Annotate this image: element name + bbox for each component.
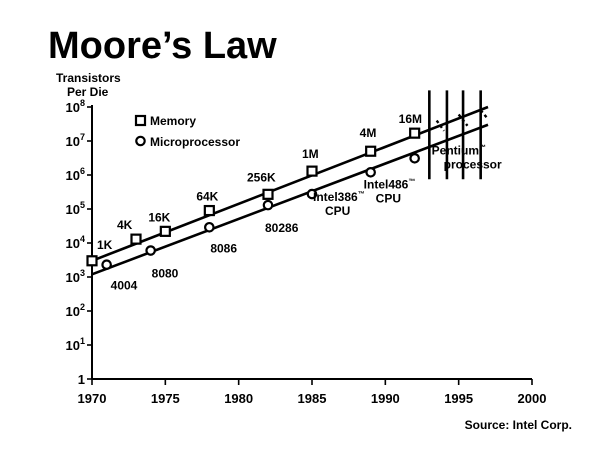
microprocessor-point-label: 4004: [111, 279, 138, 293]
y-tick-exponent: 8: [80, 98, 85, 108]
y-tick-exponent: 4: [80, 234, 85, 244]
memory-point-label: 4M: [360, 126, 377, 140]
y-tick-label: 106: [66, 166, 85, 183]
y-tick-base: 10: [66, 236, 80, 251]
memory-point: [306, 165, 318, 177]
y-tick-label: 107: [66, 132, 85, 149]
microprocessor-point: [101, 259, 112, 271]
y-tick-label: 108: [66, 98, 85, 115]
legend-square-marker-icon: [134, 114, 147, 127]
x-tick-label: 1990: [371, 391, 400, 406]
memory-point: [86, 255, 98, 267]
legend-entry-memory: Memory: [150, 114, 196, 128]
label-name: Intel386: [313, 190, 358, 204]
data-labels: 1K 4K 16K 64K 256K 1M 4M 16M 4004 8080 8086 80286 In…: [97, 112, 502, 293]
projection-dash: [457, 113, 469, 127]
microprocessor-point: [365, 167, 376, 178]
legend-circle-marker-icon: [135, 135, 146, 147]
y-tick-label: 102: [66, 302, 85, 319]
y-axis-label-line1: Transistors: [56, 71, 121, 85]
y-tick-exponent: 3: [80, 268, 85, 278]
microprocessor-point-label: 8086: [210, 241, 237, 255]
x-tick-label: 2000: [518, 391, 547, 406]
y-axis-label-line2: Per Die: [67, 85, 109, 99]
y-tick-label: 103: [66, 268, 85, 285]
y-tick-exponent: 2: [80, 302, 85, 312]
microprocessor-point: [409, 152, 420, 164]
y-tick-label: 104: [66, 234, 85, 251]
y-tick-base: 10: [66, 270, 80, 285]
source-note: Source: Intel Corp.: [465, 418, 572, 432]
microprocessor-point-label-line2: processor: [444, 157, 502, 171]
legend-box: [131, 111, 251, 151]
microprocessor-point: [306, 188, 318, 200]
memory-point-label: 16M: [399, 112, 422, 126]
projection-dash: [435, 119, 445, 132]
memory-point: [262, 188, 274, 200]
y-tick-exponent: 6: [80, 166, 85, 176]
trademark-mark: ™: [479, 144, 486, 151]
projection-dash: [479, 109, 488, 119]
microprocessor-point: [204, 221, 215, 233]
microprocessor-point: [145, 245, 156, 256]
future-projection: [428, 90, 488, 180]
y-tick-base: 10: [66, 338, 80, 353]
memory-point: [409, 127, 421, 139]
x-tick-label: 1995: [444, 391, 473, 406]
x-tick-label: 1975: [151, 391, 180, 406]
y-tick-base: 10: [66, 168, 80, 183]
memory-point: [159, 225, 171, 237]
microprocessor-point-label: Intel486™: [364, 177, 416, 191]
y-tick-exponent: 1: [80, 336, 85, 346]
y-tick-label: 1: [78, 372, 85, 387]
microprocessor-point-label: 80286: [265, 221, 299, 235]
microprocessor-point-label: Pentium™: [432, 143, 486, 157]
memory-point: [365, 145, 377, 157]
trend-lines: [91, 105, 489, 276]
data-points: [86, 127, 421, 271]
y-tick-label: 105: [66, 200, 85, 217]
memory-point-label: 1M: [302, 147, 319, 161]
microprocessor-point-label-line2: CPU: [376, 191, 401, 205]
x-tick-label: 1985: [298, 391, 327, 406]
y-tick-base: 10: [66, 134, 80, 149]
y-tick-exponent: 7: [80, 132, 85, 142]
x-tick-label: 1970: [78, 391, 107, 406]
label-name: Intel486: [364, 177, 409, 191]
y-tick-base: 10: [66, 100, 80, 115]
y-tick-base: 10: [66, 202, 80, 217]
trend-line-memory: [91, 105, 489, 262]
microprocessor-point-label: 8080: [152, 267, 179, 281]
label-name: Pentium: [432, 143, 479, 157]
memory-point: [130, 233, 142, 245]
memory-point-label: 16K: [148, 210, 170, 224]
memory-point-label: 1K: [97, 238, 113, 252]
y-tick-label: 101: [66, 336, 85, 353]
microprocessor-point-label: Intel386™: [313, 190, 365, 204]
trademark-mark: ™: [358, 191, 365, 198]
microprocessor-point-label-line2: CPU: [325, 204, 350, 218]
legend-entry-microprocessor: Microprocessor: [150, 135, 240, 149]
axes: 1970 1975 1980 1985 1990 1995 2000108107106105…: [66, 98, 547, 406]
memory-point: [203, 204, 215, 217]
memory-point-label: 4K: [117, 218, 133, 232]
trend-line-microprocessor: [91, 123, 489, 276]
y-tick-base: 10: [66, 304, 80, 319]
chart-title: Moore’s Law: [48, 25, 277, 67]
trademark-mark: ™: [408, 178, 415, 185]
microprocessor-point: [262, 199, 274, 211]
memory-point-label: 64K: [196, 190, 218, 204]
memory-point-label: 256K: [247, 170, 276, 184]
legend: Memory Microprocessor: [131, 111, 251, 151]
x-tick-label: 1980: [224, 391, 253, 406]
y-tick-exponent: 5: [80, 200, 85, 210]
y-tick-base: 1: [78, 372, 85, 387]
